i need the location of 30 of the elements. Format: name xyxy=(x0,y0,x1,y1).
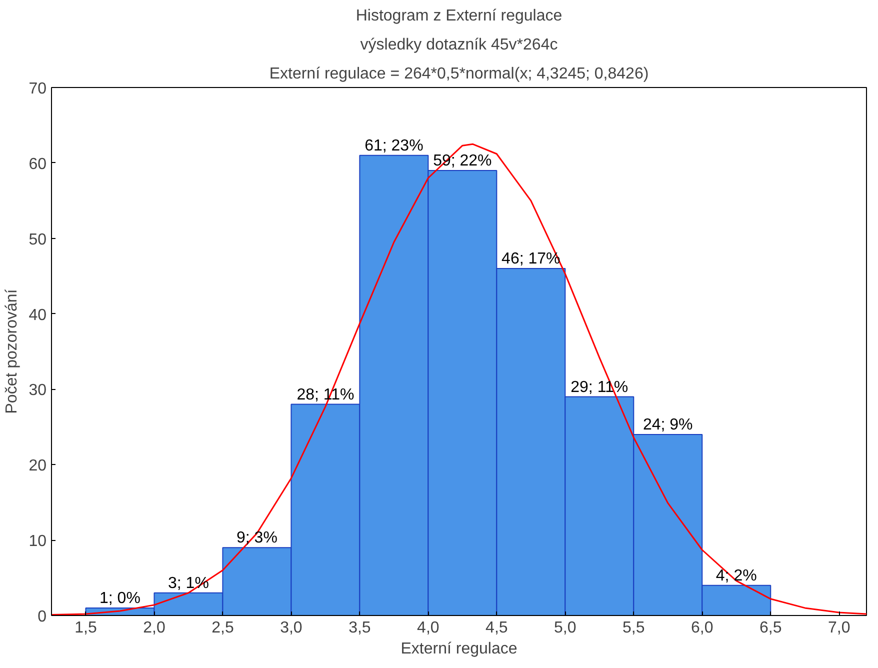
x-tick-label: 2,5 xyxy=(212,620,234,636)
y-tick-label: 10 xyxy=(28,533,47,550)
x-tick-label: 6,0 xyxy=(691,620,714,636)
x-tick-label: 6,5 xyxy=(759,620,782,636)
data-label: 61; 23% xyxy=(364,137,424,154)
data-label: 24; 9% xyxy=(642,416,693,434)
y-tick-label: 50 xyxy=(28,231,47,248)
y-tick-label: 40 xyxy=(28,306,47,324)
data-label: 4; 2% xyxy=(716,567,757,584)
x-tick-label: 4,5 xyxy=(486,620,508,636)
data-label: 1; 0% xyxy=(100,590,140,607)
x-tick-label: 5,5 xyxy=(622,620,645,636)
x-axis-title: Externí regulace xyxy=(400,640,518,658)
x-tick-label: 4,0 xyxy=(417,620,440,636)
y-axis-title: Počet pozorování xyxy=(4,288,21,414)
chart-subtitle: výsledky dotazník 45v*264c xyxy=(360,36,558,54)
y-tick-label: 70 xyxy=(28,80,47,98)
x-tick-label: 3,0 xyxy=(280,620,302,636)
chart-title: Histogram z Externí regulace xyxy=(356,8,562,24)
y-tick-label: 60 xyxy=(28,156,47,173)
text: Externí regulace = 264*0,5*normal(x; 4,3245; 0,8426) xyxy=(269,66,649,82)
x-tick-label: 2,0 xyxy=(143,620,166,636)
y-tick-label: 30 xyxy=(28,382,47,400)
y-tick-label: 20 xyxy=(28,458,47,475)
x-tick-label: 3,5 xyxy=(348,620,371,636)
data-label: 9; 3% xyxy=(236,530,278,547)
x-tick-label: 1,5 xyxy=(74,620,97,636)
x-tick-label: 7,0 xyxy=(828,620,850,636)
x-tick-label: 5,0 xyxy=(554,620,576,636)
y-tick-label: 0 xyxy=(38,608,47,626)
